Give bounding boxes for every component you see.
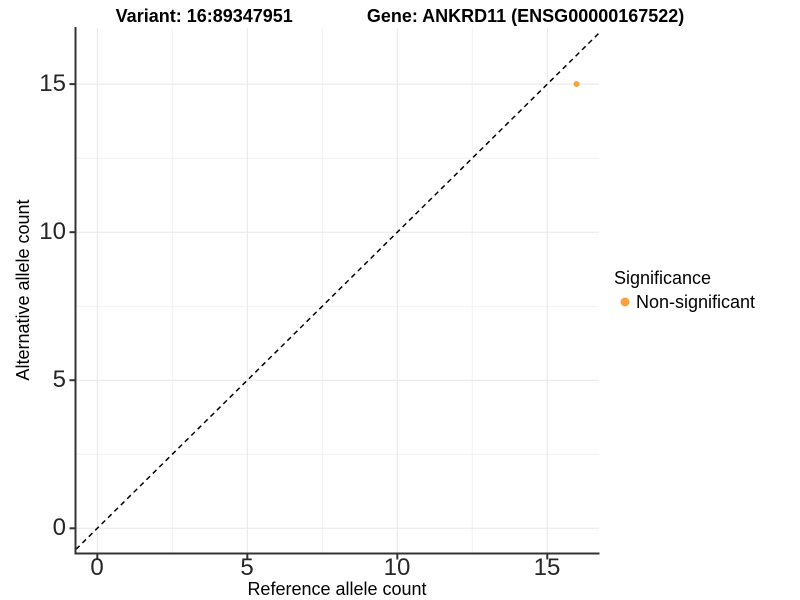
legend-item-non-significant[interactable]: Non-significant	[614, 290, 755, 314]
x-tick-label-10: 10	[383, 554, 411, 581]
x-tick-label-0: 0	[90, 554, 104, 581]
legend-key-dot	[620, 297, 630, 307]
plot-title-gene: Gene: ANKRD11 (ENSG00000167522)	[366, 6, 685, 26]
data-point[interactable]	[573, 81, 580, 87]
legend-item-label: Non-significant	[636, 292, 756, 312]
x-axis-title: Reference allele count	[247, 579, 427, 599]
y-tick-label-10: 10	[39, 218, 66, 245]
legend-key-icon	[620, 297, 630, 307]
legend: Significance Non-significant	[614, 266, 755, 314]
legend-title: Significance	[614, 268, 712, 288]
y-tick-label-5: 5	[52, 366, 66, 393]
x-tick-label-15: 15	[533, 554, 561, 581]
grid-major	[76, 28, 599, 553]
y-tick-label-15: 15	[39, 70, 66, 97]
plot-title: Variant: 16:89347951 Gene: ANKRD11 (ENSG…	[3, 4, 797, 28]
y-tick-label-0: 0	[52, 514, 66, 541]
plot-title-variant: Variant: 16:89347951	[115, 6, 293, 26]
identity-line	[75, 32, 600, 550]
x-tick-marks	[69, 83, 549, 560]
x-tick-label-5: 5	[240, 554, 254, 581]
y-axis-title: Alternative allele count	[13, 199, 33, 381]
grid-minor	[76, 28, 599, 553]
